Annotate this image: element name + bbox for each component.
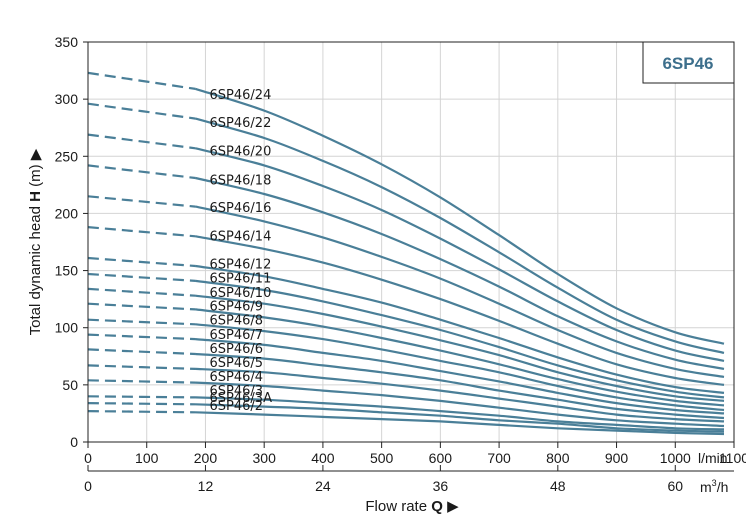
curve-segment-solid: [195, 323, 725, 412]
curve-segment-dashed: [87, 395, 196, 399]
curve-segment-solid: [195, 117, 725, 354]
curve-label: 6SP46/5: [210, 356, 264, 371]
curve-segment-dashed: [87, 402, 196, 406]
curve-segment-solid: [195, 403, 725, 433]
x-tick-label-lmin: 500: [370, 450, 394, 466]
curve-segment-solid: [195, 235, 725, 386]
y-axis-title: Total dynamic head H (m) ▶: [27, 148, 44, 335]
curve-segment-dashed: [87, 226, 196, 238]
curve-segment-dashed: [87, 272, 196, 282]
curve-segment-dashed: [87, 379, 196, 384]
curve-segment-dashed: [87, 333, 196, 341]
y-axis-ticks: 0 50 100 150 200 250 300 350: [55, 34, 88, 450]
curve-segment-dashed: [87, 133, 196, 150]
curve-segment-solid: [195, 308, 725, 407]
y-tick-label: 100: [55, 320, 79, 336]
curve-label: 6SP46/16: [210, 201, 272, 216]
y-tick-label: 0: [70, 434, 78, 450]
y-tick-label: 150: [55, 263, 79, 279]
y-tick-label: 350: [55, 34, 79, 50]
x-axis-ticks-m3h: 0 12 24 36 48 60: [84, 465, 734, 494]
model-badge: 6SP46: [642, 41, 735, 84]
curve-label: 6SP46/4: [210, 370, 264, 385]
curve-label: 6SP46/12: [210, 258, 272, 273]
x-tick-label-lmin: 0: [84, 450, 92, 466]
curve-segment-dashed: [87, 102, 196, 120]
curve-segment-solid: [195, 367, 725, 423]
curve-labels: 6SP46/24 6SP46/22 6SP46/20 6SP46/18 6SP46/16…: [210, 88, 273, 414]
chart-title: 6SP46: [662, 54, 713, 73]
curve-segment-solid: [195, 294, 725, 402]
y-tick-label: 200: [55, 205, 79, 221]
curve-segment-solid: [195, 411, 725, 436]
x-tick-label-lmin: 1000: [660, 450, 691, 466]
y-tick-label: 300: [55, 91, 79, 107]
x-tick-label-lmin: 800: [546, 450, 570, 466]
curve-label: 6SP46/3: [210, 384, 264, 399]
curve-label: 6SP46/7: [210, 328, 264, 343]
curve-segment-solid: [195, 264, 725, 394]
x-tick-label-m3h: 24: [315, 478, 331, 494]
curve-segment-solid: [195, 87, 725, 345]
curve-label: 6SP46/2: [210, 399, 264, 414]
curve-segment-dashed: [87, 256, 196, 268]
model-badge-box: [642, 41, 735, 84]
curve-label: 6SP46/11: [210, 272, 272, 287]
curve-label: 6SP46/22: [210, 116, 272, 131]
grid-lines: [88, 42, 734, 442]
x-tick-label-lmin: 100: [135, 450, 159, 466]
curve-label: 6SP46/24: [210, 88, 272, 103]
x-tick-label-m3h: 60: [667, 478, 683, 494]
y-tick-label: 250: [55, 148, 79, 164]
curve-segment-dashed: [87, 287, 196, 297]
x-tick-label-m3h: 48: [550, 478, 566, 494]
curve-label: 6SP46/18: [210, 173, 272, 188]
x-tick-label-m3h: 12: [198, 478, 214, 494]
curve-segment-dashed: [87, 71, 196, 90]
pump-curves: [87, 71, 725, 436]
x-axis-title: Flow rate Q ▶: [365, 498, 459, 515]
x-tick-label-lmin: 700: [487, 450, 511, 466]
x-unit-secondary: m3/h: [700, 478, 728, 495]
curve-segment-solid: [195, 176, 725, 370]
curve-segment-dashed: [87, 364, 196, 370]
x-tick-label-lmin: 300: [253, 450, 277, 466]
curve-segment-solid: [195, 396, 725, 431]
x-tick-label-lmin: 600: [429, 450, 453, 466]
curve-segment-dashed: [87, 410, 196, 414]
curve-label: 6SP46/3A: [210, 391, 273, 406]
y-tick-label: 50: [62, 377, 78, 393]
curve-label: 6SP46/20: [210, 144, 272, 159]
x-axis-ticks-lmin: 0 100 200 300 400 500 600 700 800 900 1000 1100: [84, 441, 746, 466]
x-tick-label-lmin: 1100: [719, 450, 746, 466]
curve-segment-solid: [195, 338, 725, 415]
curve-segment-dashed: [87, 302, 196, 311]
curve-segment-solid: [195, 352, 725, 420]
curve-label: 6SP46/8: [210, 314, 264, 329]
curve-segment-solid: [195, 147, 725, 362]
curve-segment-solid: [195, 279, 725, 399]
x-tick-label-lmin: 900: [605, 450, 629, 466]
curve-segment-dashed: [87, 318, 196, 326]
curve-label: 6SP46/9: [210, 300, 264, 315]
curve-segment-dashed: [87, 195, 196, 208]
curve-segment-solid: [195, 205, 725, 378]
curve-segment-dashed: [87, 348, 196, 356]
curve-segment-solid: [195, 381, 725, 428]
x-tick-label-m3h: 36: [433, 478, 449, 494]
x-tick-label-lmin: 200: [194, 450, 218, 466]
curve-label: 6SP46/14: [210, 229, 272, 244]
x-unit-primary: l/min: [698, 450, 728, 466]
plot-frame: [87, 41, 735, 443]
curve-label: 6SP46/10: [210, 286, 272, 301]
curve-label: 6SP46/6: [210, 342, 264, 357]
x-tick-label-m3h: 0: [84, 478, 92, 494]
curve-segment-dashed: [87, 164, 196, 180]
x-tick-label-lmin: 400: [311, 450, 335, 466]
